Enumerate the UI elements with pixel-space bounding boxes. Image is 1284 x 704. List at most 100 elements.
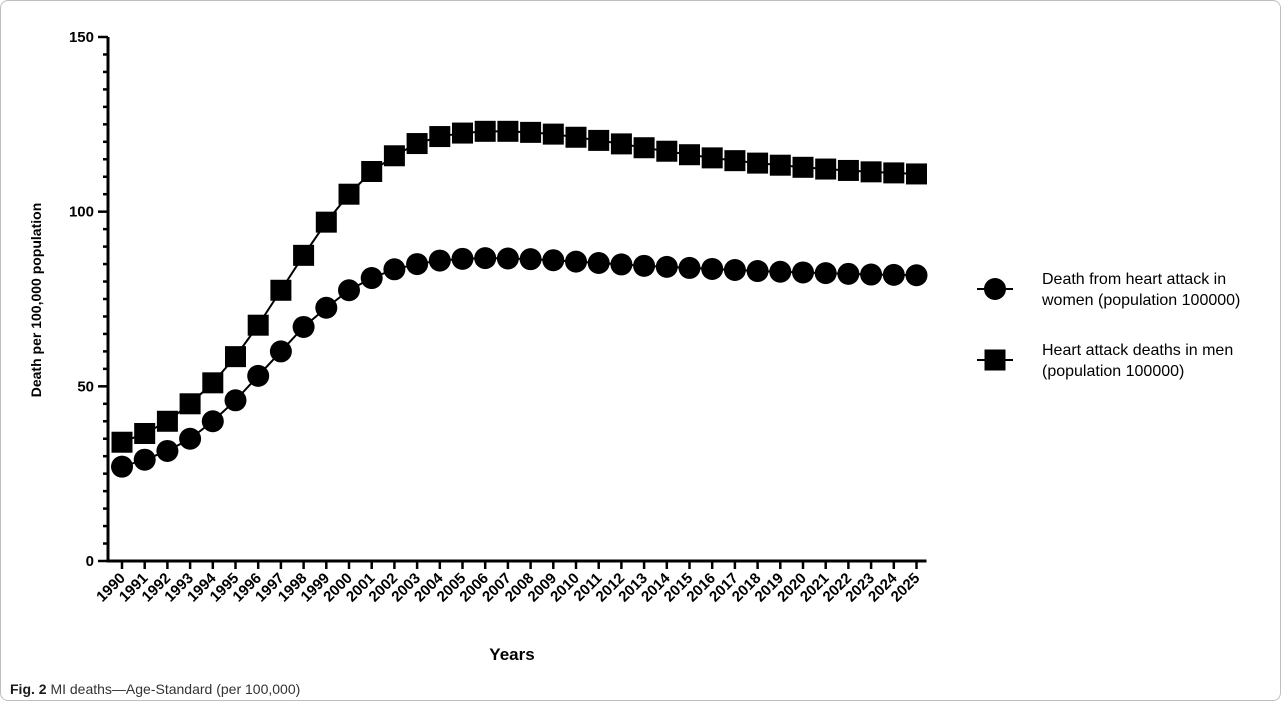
data-point xyxy=(588,129,610,151)
data-point xyxy=(542,249,565,272)
series-2 xyxy=(111,120,927,453)
data-point xyxy=(270,279,292,301)
data-point xyxy=(792,156,814,178)
data-point xyxy=(655,255,678,278)
data-point xyxy=(679,144,700,166)
y-tick-label: 50 xyxy=(77,378,94,395)
data-point xyxy=(883,162,905,184)
data-point xyxy=(225,346,246,368)
data-point xyxy=(315,296,338,319)
data-point xyxy=(882,263,905,286)
y-tick-label: 0 xyxy=(86,553,94,570)
data-point xyxy=(134,422,156,444)
data-point xyxy=(224,389,247,412)
data-point xyxy=(746,260,769,283)
data-point xyxy=(338,279,360,302)
data-point xyxy=(111,431,133,453)
legend-marker xyxy=(984,349,1006,371)
data-point xyxy=(678,256,701,279)
data-point xyxy=(360,267,383,290)
data-point xyxy=(383,258,406,281)
data-point xyxy=(701,147,723,169)
data-point xyxy=(247,314,269,336)
axes xyxy=(106,37,927,563)
data-point xyxy=(565,126,587,148)
data-point xyxy=(179,393,201,415)
data-point xyxy=(156,439,179,462)
data-point xyxy=(292,315,315,338)
y-axis-title: Death per 100,000 population xyxy=(28,203,44,398)
legend-label-line: Heart attack deaths in men xyxy=(1042,342,1233,359)
x-axis-title: Years xyxy=(489,645,534,664)
data-point xyxy=(496,247,519,270)
data-point xyxy=(905,264,928,287)
data-point xyxy=(179,427,202,450)
x-ticks: 1990199119921993199419951996199719981999… xyxy=(93,561,923,605)
data-point xyxy=(542,123,564,145)
data-point xyxy=(497,120,519,142)
data-point xyxy=(474,120,496,142)
data-point xyxy=(724,150,746,172)
data-point xyxy=(633,254,656,277)
data-point xyxy=(315,211,337,233)
series-layer xyxy=(111,120,928,478)
data-point xyxy=(452,122,473,144)
data-point xyxy=(269,340,292,363)
data-point xyxy=(814,262,837,285)
data-point xyxy=(565,250,587,273)
data-point xyxy=(860,161,882,183)
data-point xyxy=(474,247,497,270)
data-point xyxy=(769,154,791,176)
legend-item-1: Death from heart attack in women (populat… xyxy=(977,271,1240,309)
data-point xyxy=(520,121,542,143)
y-tick-label: 150 xyxy=(69,29,94,46)
data-point xyxy=(133,448,156,471)
data-point xyxy=(201,410,224,433)
data-point xyxy=(906,163,927,185)
data-point xyxy=(587,252,610,275)
data-point xyxy=(701,257,724,280)
legend-label: Heart attack deaths in men (population 10… xyxy=(1042,342,1233,380)
legend-label-line: (population 100000) xyxy=(1042,363,1184,380)
data-point xyxy=(406,133,428,155)
figure-caption-text: MI deaths—Age-Standard (per 100,000) xyxy=(50,681,301,697)
data-point xyxy=(610,253,633,276)
data-point xyxy=(610,133,632,155)
data-point xyxy=(293,244,315,266)
data-point xyxy=(860,263,883,286)
legend-label: Death from heart attack in women (populat… xyxy=(1041,271,1240,309)
data-point xyxy=(338,183,360,205)
data-point xyxy=(837,262,860,285)
figure-label: Fig. 2 xyxy=(10,681,47,697)
data-point xyxy=(815,158,837,180)
data-point xyxy=(406,253,429,276)
data-point xyxy=(156,410,178,432)
data-point xyxy=(723,259,746,282)
data-point xyxy=(111,455,133,478)
data-point xyxy=(247,364,270,387)
figure-caption: Fig. 2 MI deaths—Age-Standard (per 100,0… xyxy=(10,681,300,697)
legend-item-2: Heart attack deaths in men (population 10… xyxy=(977,342,1233,380)
data-point xyxy=(202,372,224,394)
data-point xyxy=(747,152,769,174)
data-point xyxy=(451,247,474,270)
data-point xyxy=(792,261,814,284)
data-point xyxy=(429,126,451,148)
data-point xyxy=(769,260,792,283)
y-tick-label: 100 xyxy=(69,204,94,221)
data-point xyxy=(519,248,542,271)
data-point xyxy=(656,140,678,162)
data-point xyxy=(428,249,451,272)
data-point xyxy=(361,160,383,182)
data-point xyxy=(383,145,405,167)
series-1 xyxy=(111,247,928,478)
legend-label-line: Death from heart attack in xyxy=(1042,271,1226,288)
legend: Death from heart attack in women (populat… xyxy=(977,271,1240,380)
y-ticks: 0 50 100 150 xyxy=(69,29,108,570)
legend-marker xyxy=(984,278,1006,300)
data-point xyxy=(837,159,859,181)
data-point xyxy=(633,137,655,159)
legend-label-line: women (population 100000) xyxy=(1041,292,1240,309)
